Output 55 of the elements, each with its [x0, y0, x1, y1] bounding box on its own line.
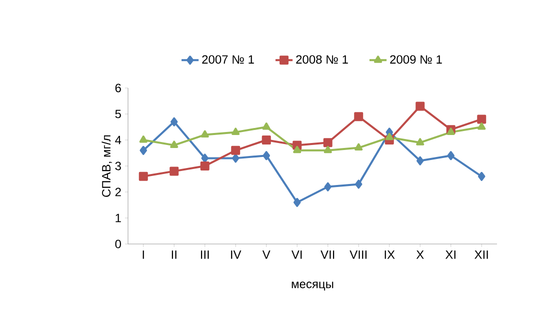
point: [416, 138, 424, 146]
point: [416, 156, 424, 166]
point: [170, 166, 179, 176]
x-tick-label: XII: [474, 250, 488, 259]
y-tick-label: 1: [116, 214, 121, 222]
point: [354, 112, 364, 122]
x-tick-label: III: [200, 250, 209, 259]
point: [294, 198, 301, 207]
y-axis-title: СПАВ, мг/л: [102, 135, 112, 197]
point: [323, 138, 332, 148]
point: [354, 143, 363, 151]
point: [232, 154, 240, 163]
point: [446, 128, 455, 135]
point: [293, 146, 302, 154]
y-tick-label: 3: [115, 162, 121, 170]
x-tick-label: XI: [445, 250, 456, 259]
point: [416, 102, 425, 111]
x-tick-label: X: [416, 250, 424, 259]
x-axis-title: месяцы: [292, 282, 334, 290]
y-tick-label: 4: [115, 136, 122, 144]
point: [200, 130, 209, 138]
point: [478, 122, 486, 130]
legend-label: 2009 № 1: [390, 55, 442, 64]
x-tick-label: IV: [231, 250, 242, 259]
point: [232, 128, 240, 135]
x-tick-label: II: [172, 250, 176, 259]
point: [385, 132, 394, 140]
legend-label: 2007 № 1: [202, 55, 254, 64]
point: [139, 135, 148, 143]
legend-label: 2008 № 1: [296, 55, 348, 64]
point: [447, 151, 454, 160]
point: [478, 172, 486, 181]
point: [262, 151, 270, 160]
x-tick-label: IX: [384, 250, 395, 259]
point: [262, 122, 270, 130]
point: [477, 114, 486, 124]
point: [170, 140, 178, 148]
point: [324, 182, 332, 192]
point: [324, 146, 332, 154]
y-tick-label: 0: [115, 240, 122, 248]
x-tick-label: VI: [292, 250, 302, 259]
x-tick-label: VIII: [350, 250, 367, 259]
point: [138, 172, 148, 181]
y-tick-label: 2: [115, 188, 121, 196]
point: [140, 146, 147, 155]
point: [354, 180, 362, 189]
point: [170, 117, 178, 126]
point: [231, 146, 240, 155]
point: [200, 161, 210, 170]
x-tick-label: I: [142, 250, 144, 259]
x-tick-label: V: [262, 250, 270, 259]
y-tick-label: 6: [115, 84, 121, 92]
y-tick-label: 5: [115, 110, 121, 118]
point: [262, 135, 271, 144]
x-tick-label: VII: [320, 250, 334, 259]
